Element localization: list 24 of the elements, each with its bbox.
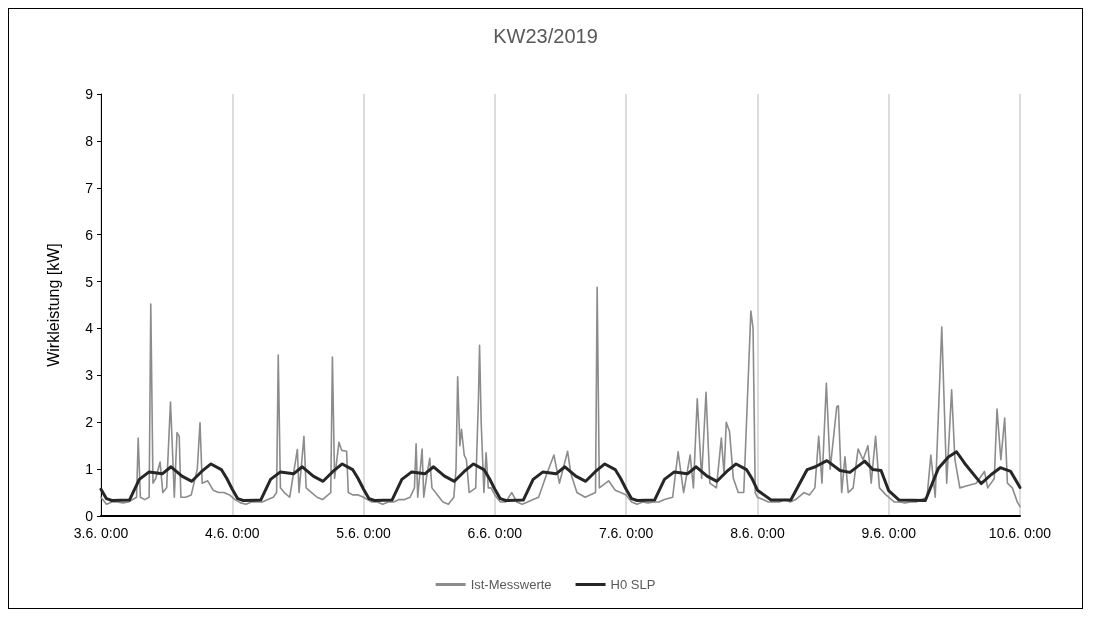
y-tick-label: 7: [85, 179, 94, 196]
y-tick-label: 9: [85, 86, 94, 102]
y-tick-label: 1: [85, 461, 94, 478]
y-tick-label: 2: [85, 414, 94, 431]
legend-label: Ist-Messwerte: [470, 577, 552, 592]
y-axis-title: Wirkleistung [kW]: [44, 243, 62, 367]
x-tick-label: 9.6. 0:00: [861, 525, 917, 541]
y-tick-label: 4: [85, 320, 94, 337]
x-tick-label: 3.6. 0:00: [73, 525, 129, 541]
y-tick-label: 8: [85, 132, 94, 149]
x-tick-label: 10.6. 0:00: [988, 525, 1052, 541]
x-tick-label: 4.6. 0:00: [205, 525, 260, 541]
x-tick-label: 8.6. 0:00: [730, 525, 785, 541]
chart-title: KW23/2019: [493, 25, 598, 47]
y-tick-label: 5: [85, 273, 94, 290]
line-series: [100, 286, 1021, 508]
legend-label: H0 SLP: [610, 577, 656, 592]
y-tick-label: 6: [85, 226, 94, 243]
y-tick-label: 3: [85, 367, 94, 384]
x-tick-label: 6.6. 0:00: [467, 525, 523, 541]
x-tick-label: 5.6. 0:00: [336, 525, 392, 541]
x-tick-label: 7.6. 0:00: [598, 525, 654, 541]
line-series: [99, 450, 1022, 503]
y-tick-label: 0: [85, 508, 94, 524]
